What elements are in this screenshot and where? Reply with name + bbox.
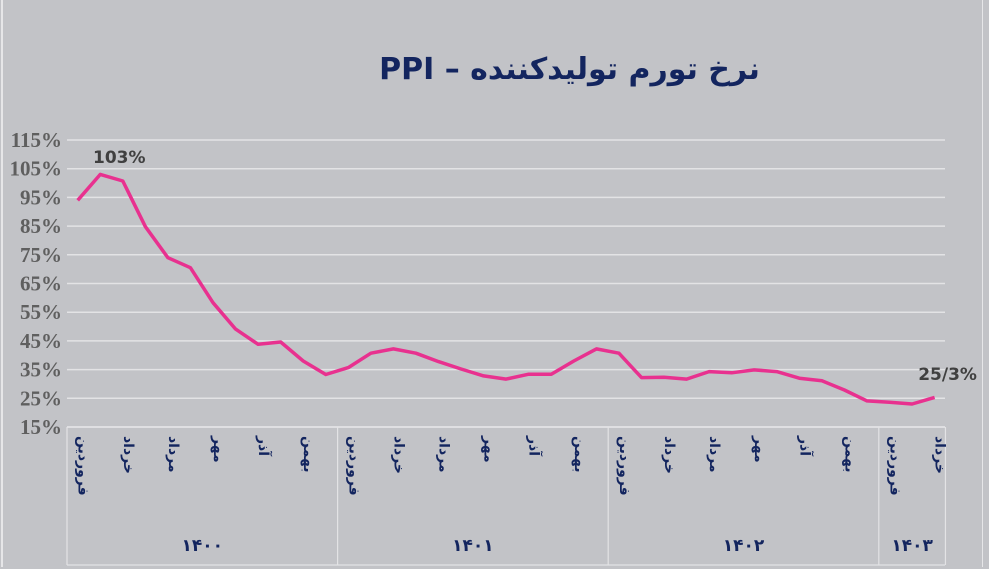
x-tick-label: آذر (796, 436, 813, 457)
x-tick-label: بهمن (300, 436, 317, 473)
x-tick-label: فروردین (74, 436, 91, 496)
x-tick-label: بهمن (570, 436, 587, 473)
y-tick-label: 65% (20, 272, 62, 296)
y-tick-label: 45% (20, 329, 62, 353)
x-tick-label: مهر (751, 436, 768, 463)
x-group-label: ۱۴۰۲ (722, 536, 765, 556)
x-tick-label: خرداد (661, 436, 677, 474)
y-tick-label: 35% (20, 358, 62, 382)
data-label: 25/3% (918, 365, 977, 385)
y-tick-label: 55% (20, 300, 62, 324)
x-tick-label: فروردین (886, 436, 903, 496)
x-tick-label: آذر (525, 436, 542, 457)
y-tick-label: 105% (10, 157, 63, 181)
x-group-label: ۱۴۰۰ (181, 536, 224, 556)
x-tick-label: مهر (210, 436, 226, 463)
x-tick-label: مرداد (435, 436, 452, 473)
chart-title: نرخ تورم تولیدکننده – PPI (379, 52, 760, 87)
data-label: 103% (93, 148, 146, 168)
y-tick-label: 85% (20, 214, 62, 238)
x-tick-label: مرداد (164, 436, 181, 473)
x-group-label: ۱۴۰۳ (891, 536, 933, 556)
x-tick-label: بهمن (841, 436, 858, 473)
y-tick-label: 75% (20, 243, 62, 267)
x-tick-label: خرداد (119, 436, 136, 474)
x-tick-label: خرداد (931, 436, 948, 474)
x-tick-label: مرداد (706, 436, 723, 473)
x-tick-label: مهر (480, 436, 497, 463)
x-tick-label: فروردین (345, 436, 362, 496)
y-tick-label: 115% (11, 128, 62, 152)
x-tick-label: خرداد (390, 436, 407, 474)
x-tick-label: آذر (255, 436, 272, 457)
y-tick-label: 15% (20, 415, 62, 439)
x-group-label: ۱۴۰۱ (452, 536, 494, 556)
y-tick-label: 95% (20, 185, 62, 209)
y-tick-label: 25% (20, 386, 62, 410)
x-tick-label: فروردین (615, 436, 632, 496)
